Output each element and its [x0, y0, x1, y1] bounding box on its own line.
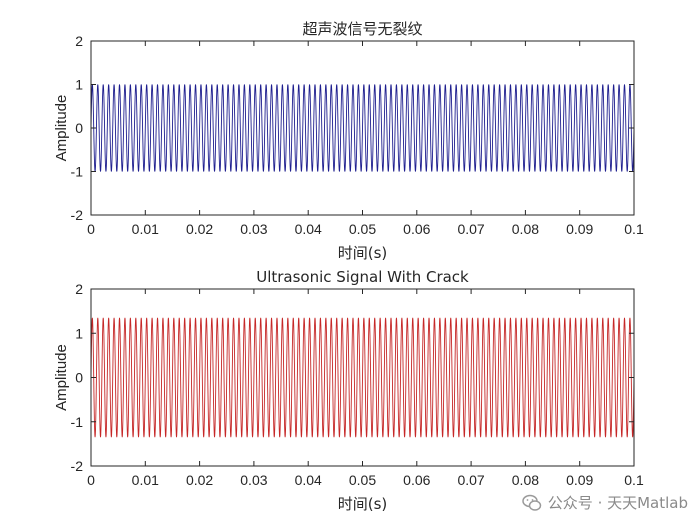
x-tick-label: 0.03: [240, 221, 267, 237]
x-tick-label: 0.06: [403, 472, 430, 488]
x-tick-label: 0.02: [186, 221, 213, 237]
y-tick-label: -2: [71, 458, 84, 474]
y-tick-label: -1: [71, 414, 84, 430]
x-tick-label: 0.01: [132, 472, 159, 488]
y-tick-label: 2: [75, 281, 83, 297]
y-tick-label: -2: [71, 207, 84, 223]
x-axis-label: 时间(s): [338, 495, 388, 513]
x-tick-label: 0.08: [512, 221, 539, 237]
x-tick-label: 0.09: [566, 472, 593, 488]
x-tick-label: 0.06: [403, 221, 430, 237]
watermark-text: 公众号 · 天天Matlab: [547, 494, 688, 512]
x-tick-label: 0.07: [457, 221, 484, 237]
y-tick-label: -1: [71, 164, 84, 180]
y-tick-label: 1: [75, 77, 83, 93]
x-tick-label: 0: [87, 472, 95, 488]
subplot-top: 0 0.01 0.02 0.03 0.04 0.05 0.06 0.07 0.08 0.09 0.1…: [53, 20, 644, 262]
y-tick-label: 1: [75, 325, 83, 341]
x-tick-label: 0.05: [349, 472, 376, 488]
x-tick-label: 0: [87, 221, 95, 237]
signal-line: [90, 317, 635, 438]
signal-line: [90, 84, 635, 172]
x-tick-label: 0.08: [512, 472, 539, 488]
y-tick-label: 0: [75, 120, 83, 136]
wechat-icon: [522, 494, 542, 511]
x-tick-label: 0.01: [132, 221, 159, 237]
watermark: 公众号 · 天天Matlab: [522, 492, 688, 513]
y-axis-label: Amplitude: [53, 95, 70, 162]
y-axis-label: Amplitude: [53, 344, 70, 411]
x-tick-label: 0.1: [624, 221, 644, 237]
chart-title: Ultrasonic Signal With Crack: [256, 268, 469, 286]
subplot-bottom: 0 0.01 0.02 0.03 0.04 0.05 0.06 0.07 0.08 0.09 0.1…: [53, 268, 644, 513]
x-tick-label: 0.05: [349, 221, 376, 237]
x-tick-label: 0.02: [186, 472, 213, 488]
x-tick-label: 0.1: [624, 472, 644, 488]
y-tick-label: 0: [75, 370, 83, 386]
chart-title: 超声波信号无裂纹: [302, 20, 422, 38]
x-tick-label: 0.04: [295, 221, 322, 237]
x-tick-label: 0.04: [295, 472, 322, 488]
x-axis-label: 时间(s): [338, 244, 388, 262]
y-tick-label: 2: [75, 33, 83, 49]
x-tick-label: 0.07: [457, 472, 484, 488]
x-tick-label: 0.09: [566, 221, 593, 237]
x-tick-label: 0.03: [240, 472, 267, 488]
